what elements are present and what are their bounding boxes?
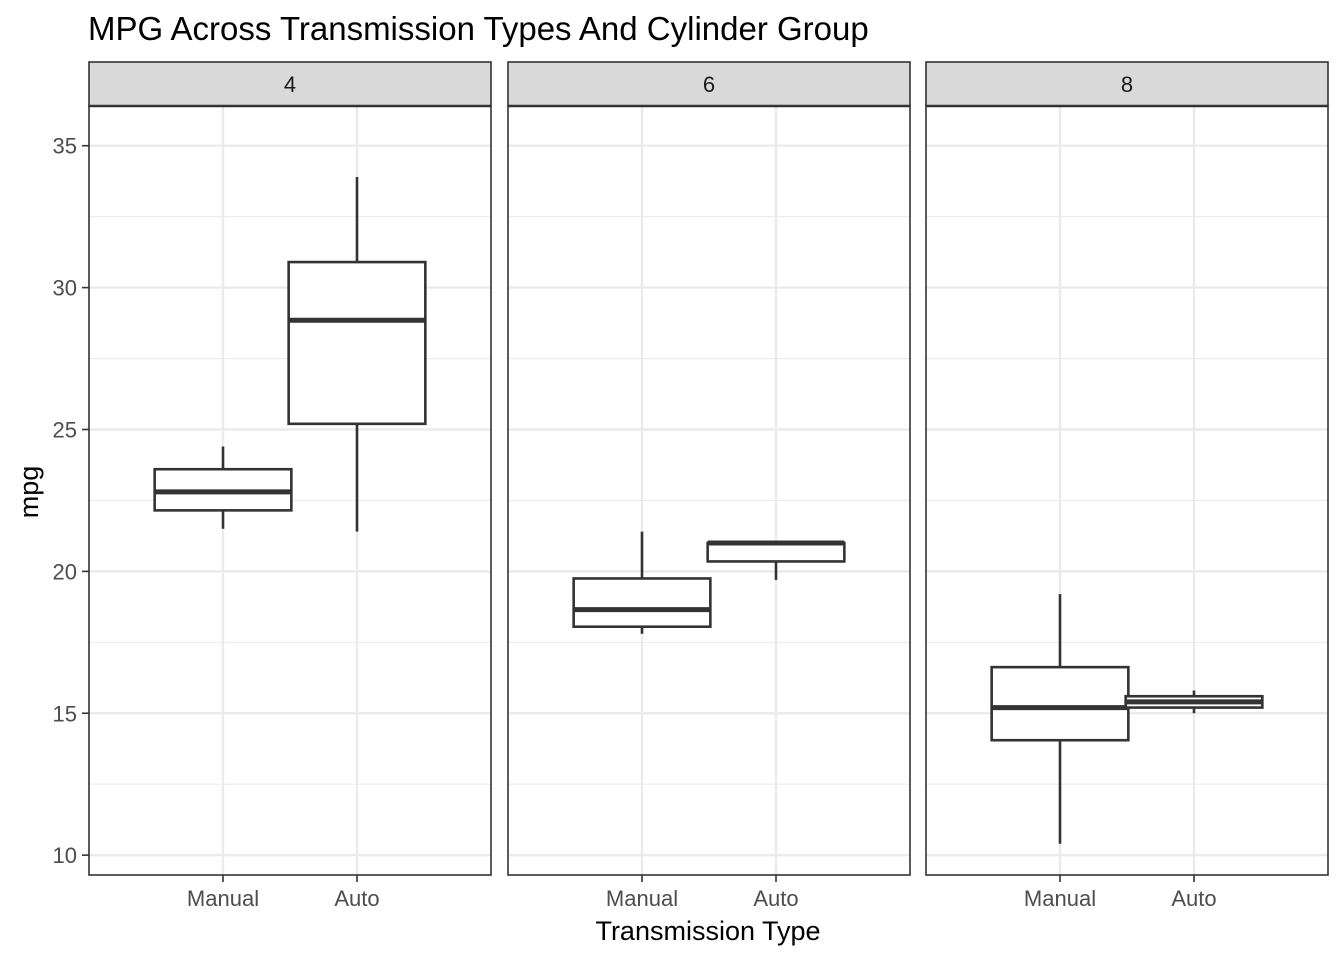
iqr-box	[287, 260, 427, 426]
iqr-box	[572, 577, 712, 629]
facet-strip-label: 4	[284, 72, 296, 97]
box-8-auto	[1124, 690, 1264, 714]
y-tick-label: 25	[53, 417, 77, 442]
x-tick-label: Auto	[753, 886, 798, 911]
panel-background	[926, 106, 1328, 875]
y-tick-label: 20	[53, 559, 77, 584]
facet-strip	[88, 61, 492, 107]
facet-panel-4: 4 Manual Auto	[88, 61, 492, 911]
box-6-auto	[706, 540, 846, 580]
box-6-manual	[572, 531, 712, 634]
x-tick-label: Manual	[606, 886, 678, 911]
y-axis: 10 15 20 25 30 35	[53, 134, 89, 868]
y-tick-label: 35	[53, 134, 77, 159]
y-axis-title: mpg	[14, 466, 44, 519]
x-tick-label: Manual	[1024, 886, 1096, 911]
facet-panels: 4 Manual Auto 6 Manual Auto 8 Manual Auto	[88, 61, 1329, 911]
chart-title: MPG Across Transmission Types And Cylind…	[88, 10, 869, 47]
facet-strip-label: 8	[1121, 72, 1133, 97]
x-tick-label: Auto	[1171, 886, 1216, 911]
iqr-box	[990, 665, 1130, 742]
iqr-box	[706, 541, 846, 563]
y-tick-label: 30	[53, 276, 77, 301]
box-4-auto	[287, 176, 427, 532]
y-tick-label: 15	[53, 701, 77, 726]
facet-panel-6: 6 Manual Auto	[507, 61, 911, 911]
y-tick-label: 10	[53, 843, 77, 868]
x-tick-label: Auto	[334, 886, 379, 911]
box-4-manual	[153, 446, 293, 529]
panel-background	[508, 106, 910, 875]
facet-strip	[925, 61, 1329, 107]
facet-strip-label: 6	[703, 72, 715, 97]
facet-panel-8: 8 Manual Auto	[925, 61, 1329, 911]
x-axis-title: Transmission Type	[595, 916, 820, 946]
x-tick-label: Manual	[187, 886, 259, 911]
